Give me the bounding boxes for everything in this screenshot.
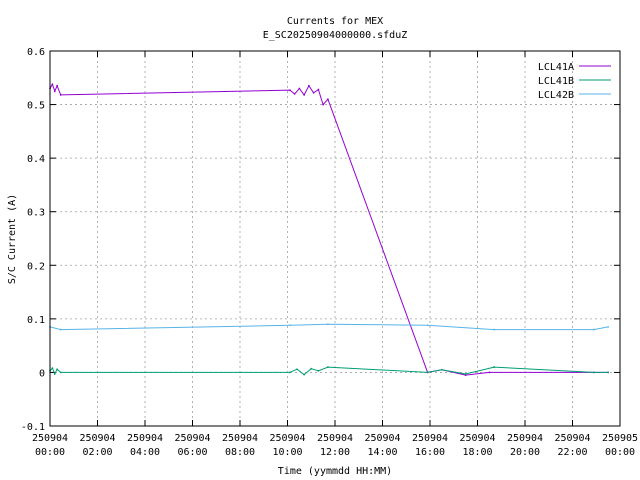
x-tick-time: 14:00 xyxy=(367,447,397,458)
x-tick-time: 00:00 xyxy=(35,447,65,458)
data-point xyxy=(59,328,62,331)
x-tick-date: 250904 xyxy=(269,433,305,444)
data-point xyxy=(464,373,467,375)
series-line-lcl42b xyxy=(49,323,609,331)
data-point xyxy=(296,368,298,371)
data-point xyxy=(440,368,443,371)
y-tick-label: 0.3 xyxy=(27,208,45,219)
y-tick-label: 0.6 xyxy=(27,47,45,58)
data-point xyxy=(426,324,429,327)
grid-lines xyxy=(50,51,620,426)
chart-subtitle: E_SC20250904000000.sfduZ xyxy=(263,30,408,41)
x-tick-time: 18:00 xyxy=(462,447,492,458)
data-point xyxy=(59,94,62,96)
x-tick-time: 12:00 xyxy=(320,447,350,458)
x-tick-date: 250904 xyxy=(79,433,115,444)
data-point xyxy=(592,371,595,374)
data-point xyxy=(303,373,306,376)
x-tick-date: 250904 xyxy=(459,433,495,444)
data-point xyxy=(322,103,325,106)
y-tick-label: 0 xyxy=(39,368,45,379)
y-tick-label: -0.1 xyxy=(21,422,45,433)
x-tick-time: 20:00 xyxy=(510,447,540,458)
data-point xyxy=(307,84,310,87)
x-axis-label: Time (yymmdd HH:MM) xyxy=(278,466,392,477)
data-point xyxy=(288,371,291,374)
data-point xyxy=(493,328,496,331)
data-point xyxy=(607,371,610,374)
plot-frame xyxy=(49,50,621,427)
x-tick-time: 04:00 xyxy=(130,447,160,458)
data-point xyxy=(426,371,429,374)
data-point xyxy=(293,92,296,95)
x-tick-date: 250904 xyxy=(317,433,353,444)
x-tick-date: 250904 xyxy=(32,433,68,444)
data-point xyxy=(56,84,59,87)
tick-labels: -0.1 0 0.1 0.2 0.3 0.4 0.5 0.6 250904 00:00 250904… xyxy=(21,47,638,458)
x-tick-time: 02:00 xyxy=(82,447,112,458)
data-point xyxy=(317,88,320,91)
data-point xyxy=(326,98,329,101)
legend-label: LCL41B xyxy=(538,76,574,87)
y-axis-label: S/C Current (A) xyxy=(7,194,18,284)
x-tick-date: 250904 xyxy=(174,433,210,444)
data-point xyxy=(56,368,59,371)
x-tick-date: 250904 xyxy=(127,433,163,444)
series-line-lcl41b xyxy=(49,366,609,376)
data-point xyxy=(312,91,315,94)
data-point xyxy=(607,325,610,328)
x-tick-date: 250904 xyxy=(554,433,590,444)
data-point xyxy=(317,369,320,372)
series-line-lcl41a xyxy=(49,82,609,376)
data-point xyxy=(51,83,54,86)
data-point xyxy=(288,324,291,327)
legend-label: LCL42B xyxy=(538,90,574,101)
x-tick-time: 16:00 xyxy=(415,447,445,458)
data-point xyxy=(493,366,496,368)
data-point xyxy=(303,94,306,96)
y-tick-label: 0.4 xyxy=(27,154,45,165)
data-point xyxy=(310,367,313,370)
y-tick-label: 0.1 xyxy=(27,315,45,326)
data-point xyxy=(288,89,291,92)
data-point xyxy=(326,323,329,326)
x-tick-time: 08:00 xyxy=(225,447,255,458)
x-tick-time: 22:00 xyxy=(557,447,587,458)
x-tick-date: 250904 xyxy=(412,433,448,444)
x-tick-date: 250904 xyxy=(222,433,258,444)
x-tick-date: 250904 xyxy=(364,433,400,444)
y-tick-label: 0.2 xyxy=(27,261,45,272)
x-tick-time: 10:00 xyxy=(272,447,302,458)
x-tick-time: 00:00 xyxy=(605,447,635,458)
x-tick-date: 250904 xyxy=(507,433,543,444)
legend: LCL41A LCL41B LCL42B xyxy=(538,62,611,101)
data-point xyxy=(51,367,54,370)
chart-title: Currents for MEX xyxy=(287,16,383,27)
y-tick-label: 0.5 xyxy=(27,101,45,112)
legend-label: LCL41A xyxy=(538,62,574,73)
data-point xyxy=(298,87,301,90)
data-point xyxy=(592,328,595,331)
data-point xyxy=(488,371,491,374)
series-lines xyxy=(49,82,610,377)
data-point xyxy=(53,373,56,375)
data-point xyxy=(53,90,56,93)
data-point xyxy=(326,366,329,368)
data-point xyxy=(59,371,62,374)
x-tick-date: 250905 xyxy=(602,433,638,444)
x-tick-time: 06:00 xyxy=(177,447,207,458)
